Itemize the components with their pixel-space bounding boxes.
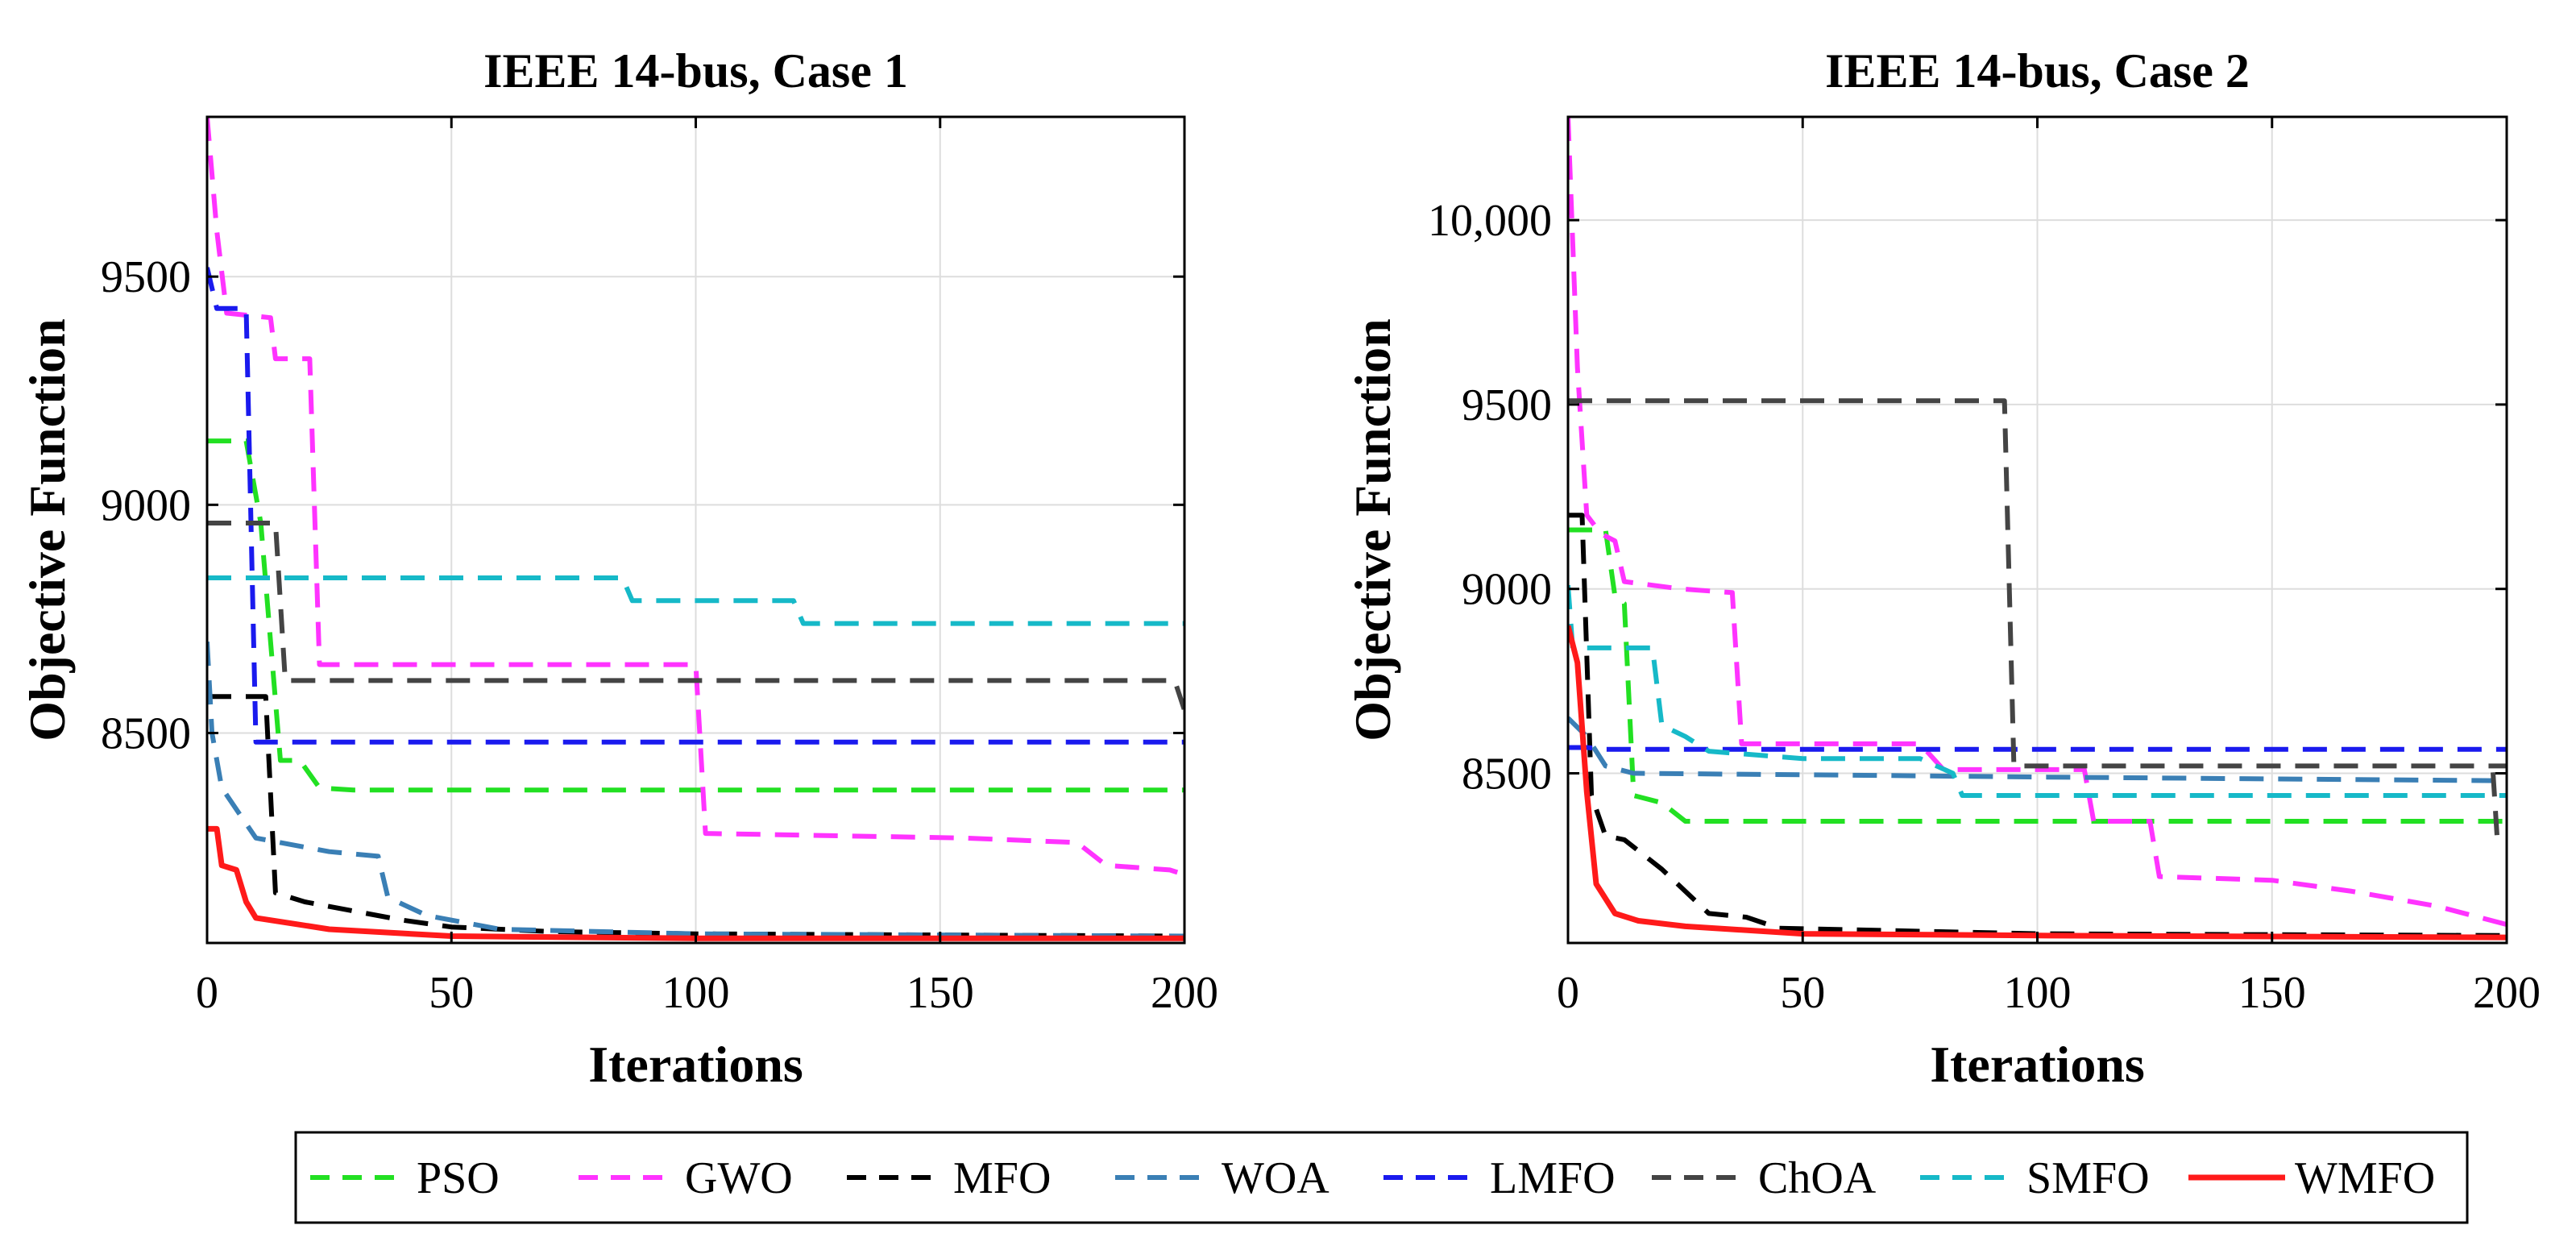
series-line-pso xyxy=(1568,527,2507,824)
y-tick-label: 10,000 xyxy=(1428,196,1552,246)
y-tick-label: 9000 xyxy=(1462,565,1552,615)
x-tick-label: 150 xyxy=(2238,968,2306,1018)
legend-item-gwo: GWO xyxy=(579,1153,793,1203)
x-tick-label: 50 xyxy=(429,968,474,1018)
chart-title: IEEE 14-bus, Case 1 xyxy=(483,44,908,98)
series-group xyxy=(207,117,1184,941)
series-line-choa xyxy=(207,521,1184,712)
legend-item-choa: ChOA xyxy=(1652,1153,1877,1203)
series-line-wmfo xyxy=(207,825,1184,941)
y-tick-label: 9500 xyxy=(101,252,191,302)
y-axis-label: Objective Function xyxy=(19,318,76,741)
y-tick-label: 9000 xyxy=(101,480,191,530)
legend-label: LMFO xyxy=(1490,1153,1616,1203)
legend-item-wmfo: WMFO xyxy=(2188,1153,2435,1203)
series-group xyxy=(1568,117,2507,941)
chart-panels: 0 50 100 150 200 8500 9000 9500 IEEE 14-bus, Cas… xyxy=(19,44,2541,1093)
legend-label: ChOA xyxy=(1758,1153,1877,1203)
legend-label: GWO xyxy=(685,1153,793,1203)
x-tick-label: 200 xyxy=(1151,968,1218,1018)
legend-label: MFO xyxy=(953,1153,1051,1203)
x-tick-label: 100 xyxy=(2004,968,2072,1018)
legend-item-smfo: SMFO xyxy=(1920,1153,2150,1203)
y-tick-label: 8500 xyxy=(1462,750,1552,800)
legend-label: SMFO xyxy=(2026,1153,2150,1203)
y-axis-label: Objective Function xyxy=(1344,318,1401,741)
legend-label: WMFO xyxy=(2295,1153,2435,1203)
x-tick-label: 0 xyxy=(196,968,218,1018)
x-axis-label: Iterations xyxy=(1930,1036,2145,1093)
legend-item-lmfo: LMFO xyxy=(1383,1153,1616,1203)
series-line-woa xyxy=(1568,716,2507,783)
legend: PSO GWO MFO WOA LMFO ChOA SMFO WMFO xyxy=(294,1131,2469,1224)
legend-item-mfo: MFO xyxy=(847,1153,1051,1203)
x-tick-label: 200 xyxy=(2473,968,2541,1018)
chart-panel-2: 0 50 100 150 200 8500 9000 9500 10,000 IEEE 14-bu… xyxy=(1344,44,2541,1093)
x-tick-label: 0 xyxy=(1557,968,1579,1018)
chart-panel-1: 0 50 100 150 200 8500 9000 9500 IEEE 14-bus, Cas… xyxy=(19,44,1218,1093)
series-line-choa xyxy=(1568,398,2507,842)
x-tick-label: 150 xyxy=(906,968,974,1018)
legend-item-woa: WOA xyxy=(1115,1153,1329,1203)
y-tick-label: 8500 xyxy=(101,709,191,759)
x-tick-label: 100 xyxy=(662,968,730,1018)
series-line-mfo xyxy=(1568,513,2507,938)
series-line-wmfo xyxy=(1568,625,2507,941)
x-axis-label: Iterations xyxy=(588,1036,803,1093)
legend-item-pso: PSO xyxy=(310,1153,500,1203)
y-tick-label: 9500 xyxy=(1462,380,1552,430)
series-line-mfo xyxy=(207,694,1184,939)
chart-title: IEEE 14-bus, Case 2 xyxy=(1825,44,2250,98)
legend-label: PSO xyxy=(417,1153,500,1203)
series-line-woa xyxy=(207,642,1184,939)
series-line-gwo xyxy=(207,117,1184,877)
series-line-pso xyxy=(207,438,1184,793)
series-line-smfo xyxy=(1568,584,2507,798)
legend-label: WOA xyxy=(1222,1153,1329,1203)
x-tick-label: 50 xyxy=(1780,968,1825,1018)
series-line-gwo xyxy=(1568,117,2507,928)
series-line-lmfo xyxy=(207,267,1184,745)
series-line-lmfo xyxy=(1568,745,2507,752)
series-line-smfo xyxy=(207,575,1184,626)
legend-items: PSO GWO MFO WOA LMFO ChOA SMFO WMFO xyxy=(310,1153,2435,1203)
